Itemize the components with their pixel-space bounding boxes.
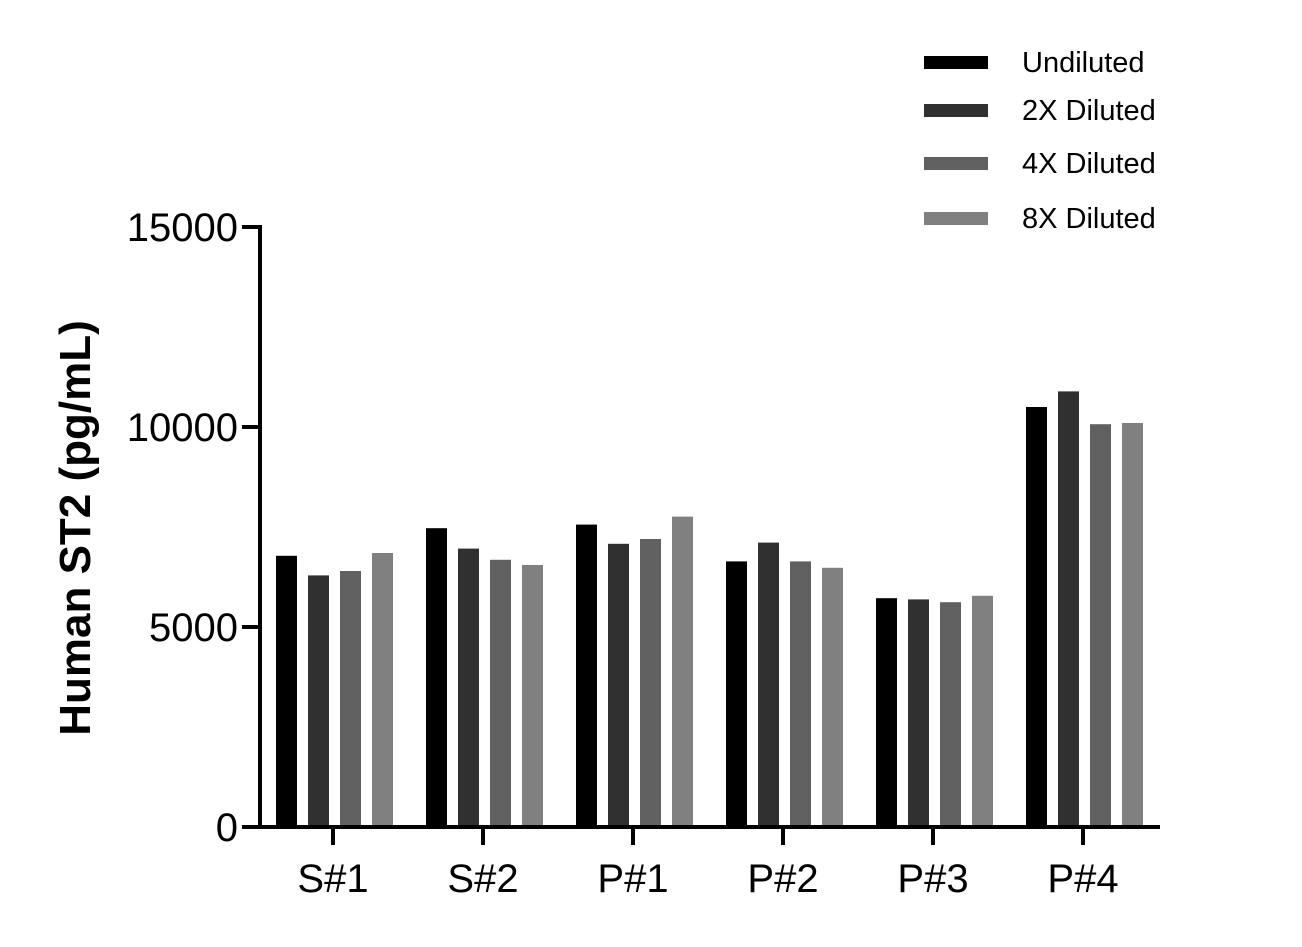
- bars-layer: [276, 391, 1143, 827]
- legend-swatch: [924, 104, 988, 117]
- legend-label: 2X Diluted: [1022, 95, 1156, 127]
- legend-swatch: [924, 212, 988, 225]
- bar-S1-2x-diluted: [308, 575, 329, 827]
- bar-P2-4x-diluted: [790, 561, 811, 827]
- bar-P2-2x-diluted: [758, 542, 779, 827]
- x-tick-label: P#3: [897, 857, 968, 901]
- bar-S2-4x-diluted: [490, 559, 511, 827]
- bar-P1-undiluted: [576, 524, 597, 827]
- legend: Undiluted 2X Diluted 4X Diluted 8X Diluted: [924, 47, 1156, 235]
- x-tick-label: P#1: [597, 857, 668, 901]
- legend-swatch: [924, 157, 988, 170]
- bar-S1-undiluted: [276, 555, 297, 827]
- legend-label: 4X Diluted: [1022, 148, 1156, 180]
- x-tick-label: S#1: [297, 857, 368, 901]
- bar-P3-undiluted: [876, 598, 897, 827]
- bar-P3-2x-diluted: [908, 599, 929, 827]
- axes-layer: 0 5000 10000 15000 S#1 S#2 P#1 P#2 P#3 P#4: [127, 206, 1160, 901]
- y-tick-label: 10000: [127, 406, 238, 450]
- legend-swatch: [924, 56, 988, 69]
- bar-P2-undiluted: [726, 561, 747, 827]
- y-axis-title: Human ST2 (pg/mL): [51, 320, 100, 736]
- legend-label: Undiluted: [1022, 47, 1145, 79]
- bar-S2-undiluted: [426, 528, 447, 827]
- y-tick-label: 0: [216, 806, 238, 850]
- bar-P2-8x-diluted: [822, 567, 843, 827]
- bar-P1-8x-diluted: [672, 516, 693, 827]
- bar-P4-undiluted: [1026, 407, 1047, 827]
- bar-S1-8x-diluted: [372, 553, 393, 827]
- bar-P4-2x-diluted: [1058, 391, 1079, 827]
- bar-P1-2x-diluted: [608, 543, 629, 827]
- legend-label: 8X Diluted: [1022, 203, 1156, 235]
- x-tick-label: P#2: [747, 857, 818, 901]
- bar-S2-2x-diluted: [458, 548, 479, 827]
- x-tick-label: P#4: [1047, 857, 1118, 901]
- bar-P4-8x-diluted: [1122, 423, 1143, 827]
- x-tick-label: S#2: [447, 857, 518, 901]
- bar-P3-4x-diluted: [940, 602, 961, 827]
- bar-P4-4x-diluted: [1090, 424, 1111, 827]
- bar-P1-4x-diluted: [640, 539, 661, 827]
- bar-S2-8x-diluted: [522, 565, 543, 827]
- bar-P3-8x-diluted: [972, 595, 993, 827]
- bar-S1-4x-diluted: [340, 571, 361, 827]
- y-tick-label: 5000: [149, 606, 238, 650]
- y-tick-label: 15000: [127, 206, 238, 250]
